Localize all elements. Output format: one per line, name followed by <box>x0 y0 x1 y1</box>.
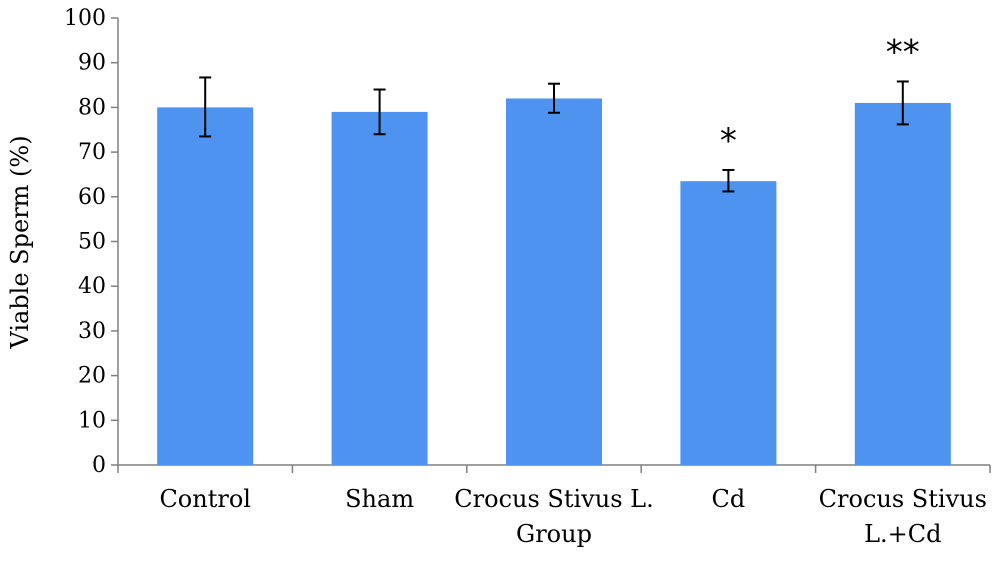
category-label: Control <box>159 485 251 513</box>
y-tick-label: 100 <box>64 6 106 31</box>
y-tick-label: 40 <box>78 274 106 299</box>
y-tick-label: 30 <box>78 319 106 344</box>
y-tick-label: 50 <box>78 230 106 255</box>
category-labels: Control Sham Crocus Stivus L. Group Cd Crocus… <box>159 485 986 548</box>
y-tick-label: 0 <box>92 453 106 478</box>
category-label: Group <box>516 520 592 548</box>
y-axis: 0 10 20 30 40 50 60 70 80 90 100 <box>64 6 119 478</box>
bar <box>854 102 951 466</box>
y-tick-label: 80 <box>78 95 106 120</box>
x-axis <box>117 464 991 473</box>
y-tick-label: 60 <box>78 185 106 210</box>
significance-mark: ** <box>886 32 920 72</box>
bar <box>157 107 254 466</box>
y-tick-label: 90 <box>78 51 106 76</box>
y-tick-label: 70 <box>78 140 106 165</box>
bar <box>331 111 428 466</box>
error-bars <box>199 76 909 193</box>
category-label: Cd <box>712 485 746 513</box>
bar <box>680 181 777 465</box>
significance-mark: * <box>720 121 737 161</box>
y-axis-title: Viable Sperm (%) <box>6 135 34 349</box>
y-tick-label: 20 <box>78 364 106 389</box>
significance-marks: *** <box>720 32 920 161</box>
category-label: Crocus Stivus L. <box>454 485 653 513</box>
y-tick-label: 10 <box>78 408 106 433</box>
category-label: Crocus Stivus <box>819 485 987 513</box>
category-label: Sham <box>345 485 414 513</box>
category-label: L.+Cd <box>864 520 941 548</box>
bars <box>157 98 951 466</box>
bar <box>506 98 602 466</box>
